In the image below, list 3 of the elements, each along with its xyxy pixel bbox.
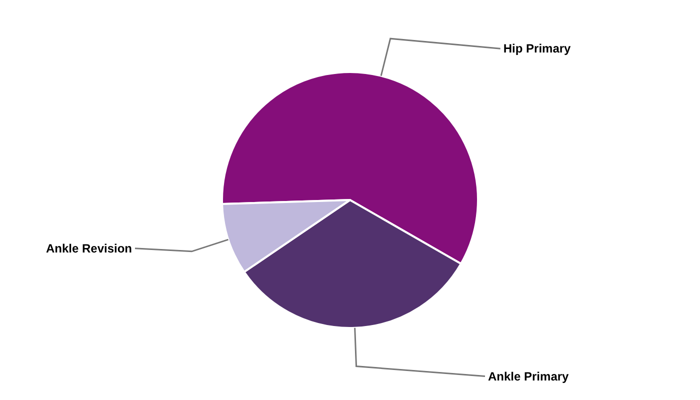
- slice-label: Hip Primary: [503, 42, 572, 56]
- slice-label: Ankle Revision: [46, 241, 132, 256]
- slice-label: Ankle Primary: [488, 369, 570, 384]
